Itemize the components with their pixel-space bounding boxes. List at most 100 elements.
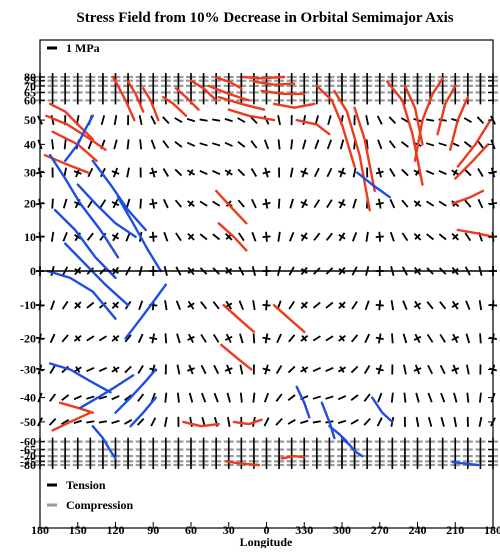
tension-tick [149,203,157,204]
tension-tick [214,365,218,374]
y-tick-label: 20 [24,197,36,211]
tension-tick [352,335,358,342]
tension-tick [52,115,54,125]
tension-tick [263,236,271,237]
lineament-blue-46 [48,271,116,319]
lineament-red-20 [317,86,355,167]
tension-tick [252,232,255,241]
tension-tick [464,142,471,147]
tension-tick [289,301,294,309]
tension-tick [240,334,243,343]
legend-label-tension: Tension [66,478,106,492]
lineament-blue-54 [131,398,156,427]
tension-tick [100,200,105,208]
tension-tick [288,395,295,400]
tension-tick [428,365,432,374]
tension-tick [365,334,369,343]
tension-tick [392,333,393,343]
tension-tick [176,233,181,241]
tension-tick [52,199,53,209]
tension-tick [152,140,155,149]
tension-tick [366,115,368,125]
lineament-red-18 [274,104,314,108]
tension-tick [291,139,292,149]
tension-tick [289,335,295,342]
tension-tick [303,140,306,149]
y-tick-label: -20 [20,331,36,345]
tension-tick [440,302,446,309]
tension-tick [201,365,205,374]
tension-tick [314,233,320,240]
y-tick-label: 40 [24,137,36,151]
tension-tick [439,171,447,174]
tension-tick [214,393,217,402]
tension-tick [212,119,220,120]
tension-tick [52,139,53,149]
tension-tick [326,336,333,340]
tension-tick [276,419,282,425]
tension-tick [175,118,182,122]
tension-tick [74,396,82,399]
tension-tick [479,417,481,427]
tension-tick [366,232,368,242]
tension-tick [99,336,106,340]
tension-tick [140,139,141,149]
tension-tick [403,301,407,310]
x-tick-label: 120 [107,523,125,537]
tension-tick [240,301,244,310]
lineament-blue-60 [297,387,310,418]
tension-tick [225,119,233,121]
tension-tick [376,171,384,173]
x-tick-label: 180 [484,523,500,537]
x-tick-label: 180 [31,523,49,537]
tension-tick [263,368,271,370]
tension-tick [149,338,157,339]
tension-tick [50,365,55,373]
tension-tick [62,335,68,342]
tension-tick [213,201,220,205]
tension-tick [165,333,166,343]
tension-tick [264,418,268,426]
tension-tick [140,199,141,209]
tension-tick [466,334,469,343]
tension-tick [238,142,245,147]
tension-tick [140,115,142,125]
tension-tick [439,143,447,145]
tension-tick [313,368,321,371]
tension-tick [213,302,219,309]
tension-tick [351,395,358,400]
tension-tick [263,203,271,204]
tension-tick [327,233,333,240]
tension-tick [404,393,405,403]
tension-tick [279,199,280,209]
tension-tick [417,417,419,427]
tension-tick [341,140,344,149]
x-tick-label: 90 [147,523,159,537]
y-tick-label: -50 [20,415,36,429]
tension-tick [290,199,293,208]
lineament-red-16 [254,82,294,85]
tension-tick [465,200,471,207]
tension-tick [151,418,155,426]
x-tick-label: 270 [371,523,389,537]
tension-tick [187,143,195,146]
tension-tick [251,141,256,148]
tension-tick [86,421,94,422]
tension-tick [115,115,117,125]
tension-tick [353,199,356,208]
x-tick-label: 150 [69,523,87,537]
tension-tick [426,143,434,145]
tension-tick [176,200,182,207]
tension-tick [175,142,182,147]
tension-tick [128,139,129,149]
tension-tick [200,234,207,239]
tension-tick [190,393,193,402]
tension-tick [376,305,384,306]
lineament-blue-50 [126,285,166,339]
scale-bar-label: 1 MPa [66,41,100,55]
tension-tick [87,336,94,340]
tension-tick [177,334,180,343]
tension-tick [441,393,444,402]
tension-tick [441,365,445,374]
tension-tick [376,203,384,204]
